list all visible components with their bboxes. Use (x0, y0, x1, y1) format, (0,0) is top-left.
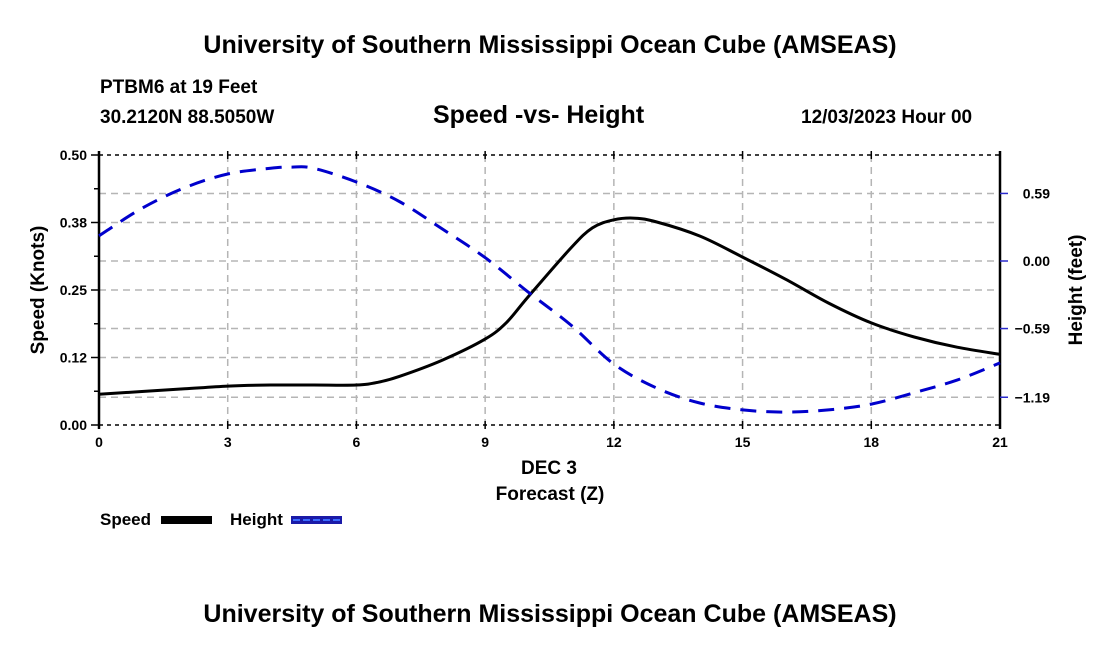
main-title: University of Southern Mississippi Ocean… (203, 31, 897, 59)
legend-speed-swatch (161, 516, 212, 524)
series-layer (98, 165, 1001, 414)
grid (99, 155, 1000, 425)
x-tick-label: 15 (735, 434, 751, 450)
x-tick-label: 12 (606, 434, 622, 450)
y-tick-label: 0.50 (60, 147, 87, 163)
footer-title: University of Southern Mississippi Ocean… (203, 600, 897, 628)
y2-tick-label: 0.00 (1023, 253, 1050, 269)
x-tick-label: 0 (95, 434, 103, 450)
tick-labels: 0 3 6 9 12 15 18 21 0.00 0.12 0.25 0.38 0.50 0.59 0.00… (60, 147, 1050, 450)
axes (91, 151, 1008, 429)
y2-axis-title: Height (feet) (1066, 235, 1087, 346)
chart-title: Speed -vs- Height (433, 101, 645, 129)
coordinates-label: 30.2120N 88.5050W (100, 107, 275, 128)
x-tick-label: 6 (353, 434, 361, 450)
x-axis-title: Forecast (Z) (496, 484, 605, 505)
x-tick-label: 21 (992, 434, 1008, 450)
y2-tick-label: −0.59 (1015, 321, 1051, 337)
legend-height-swatch (291, 516, 342, 524)
series-line-speed (98, 216, 1001, 396)
y-tick-label: 0.00 (60, 417, 87, 433)
x-tick-label: 3 (224, 434, 232, 450)
legend-speed-label: Speed (100, 510, 152, 529)
series-line-height (98, 165, 1001, 414)
y-axis-title: Speed (Knots) (28, 226, 49, 355)
x-tick-label: 9 (481, 434, 489, 450)
y-tick-label: 0.12 (60, 350, 87, 366)
x-date-label: DEC 3 (521, 458, 577, 479)
legend-height-label: Height (230, 510, 283, 529)
y2-tick-label: 0.59 (1023, 185, 1050, 201)
datetime-label: 12/03/2023 Hour 00 (801, 107, 973, 128)
y2-tick-label: −1.19 (1015, 389, 1051, 405)
y-tick-label: 0.38 (60, 215, 87, 231)
station-label: PTBM6 at 19 Feet (100, 77, 258, 98)
x-tick-label: 18 (863, 434, 879, 450)
y-tick-label: 0.25 (60, 282, 87, 298)
